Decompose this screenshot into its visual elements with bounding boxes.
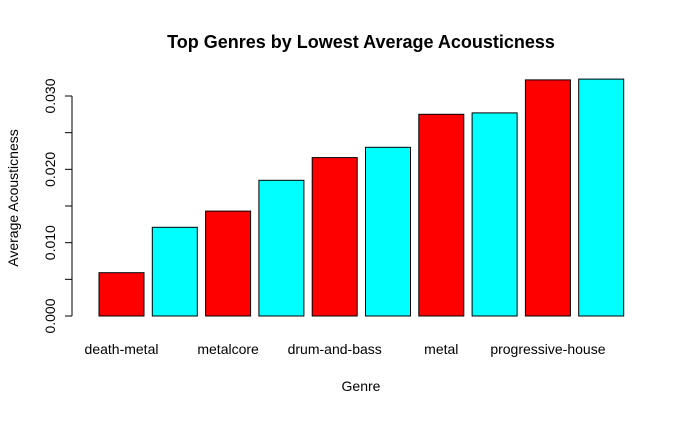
bar <box>418 113 465 317</box>
bar <box>578 78 625 317</box>
y-tick-label: 0.020 <box>42 152 58 187</box>
x-tick-label: death-metal <box>85 341 159 357</box>
y-tick-label: 0.030 <box>42 78 58 113</box>
x-tick-label: drum-and-bass <box>288 341 382 357</box>
bar <box>524 79 571 317</box>
y-tick-label: 0.010 <box>42 225 58 260</box>
y-axis-label: Average Acousticness <box>5 129 21 267</box>
bar <box>258 179 305 317</box>
y-axis: 0.000 0.010 0.020 0.030 <box>42 78 73 334</box>
chart-title: Top Genres by Lowest Average Acousticnes… <box>167 32 555 52</box>
bar <box>205 210 252 317</box>
bar <box>471 112 518 317</box>
x-tick-label: progressive-house <box>490 341 605 357</box>
x-tick-label: metal <box>424 341 458 357</box>
bar <box>151 226 198 317</box>
x-axis-label: Genre <box>342 378 381 394</box>
bar <box>98 272 145 317</box>
x-tick-labels: death-metal metalcore drum-and-bass metal pr… <box>85 341 606 357</box>
x-tick-label: metalcore <box>197 341 259 357</box>
bar <box>365 146 411 317</box>
y-tick-label: 0.000 <box>42 298 58 333</box>
bar <box>311 157 358 317</box>
bars <box>98 78 625 317</box>
